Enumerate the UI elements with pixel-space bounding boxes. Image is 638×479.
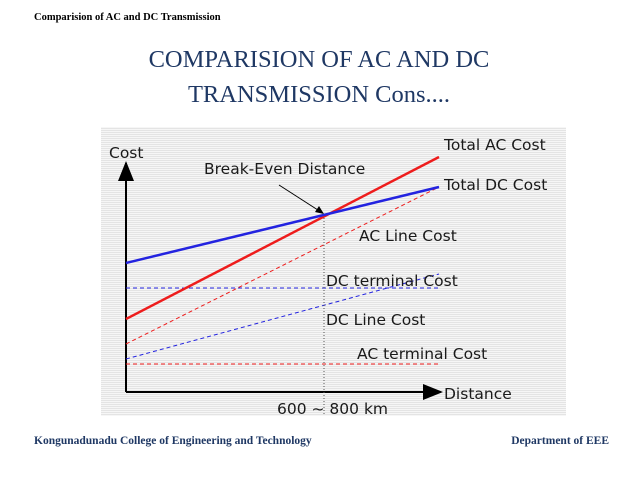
y-axis-label: Cost (109, 144, 143, 162)
cost-distance-diagram: Cost Break-Even Distance Total AC Cost T… (101, 127, 566, 416)
diagram-svg: Cost Break-Even Distance Total AC Cost T… (109, 136, 547, 416)
total-ac-cost-line (125, 155, 440, 321)
break-even-label: Break-Even Distance (204, 160, 365, 178)
ac-line-cost-line (125, 186, 440, 345)
footer-department: Department of EEE (511, 435, 609, 447)
ac-line-cost-label: AC Line Cost (359, 227, 457, 245)
footer-college-name: Kongunadunadu College of Engineering and… (34, 435, 312, 447)
total-ac-cost-label: Total AC Cost (443, 136, 546, 154)
total-dc-cost-line (125, 185, 440, 265)
x-axis-label: Distance (444, 385, 512, 403)
ac-terminal-cost-label: AC terminal Cost (357, 345, 487, 363)
break-even-arrowhead (315, 206, 324, 214)
total-dc-cost-label: Total DC Cost (443, 176, 547, 194)
dc-line-cost-label: DC Line Cost (326, 311, 425, 329)
slide-title-line2: TRANSMISSION Cons.... (187, 81, 451, 108)
header-text: Comparision of AC and DC Transmission (34, 12, 221, 23)
break-even-range-label: 600 ~ 800 km (277, 400, 388, 416)
dc-line-cost-line (125, 273, 440, 360)
slide-title-line1: COMPARISION OF AC AND DC (148, 46, 490, 73)
break-even-pointer (278, 184, 322, 213)
dc-terminal-cost-label: DC terminal Cost (326, 272, 458, 290)
